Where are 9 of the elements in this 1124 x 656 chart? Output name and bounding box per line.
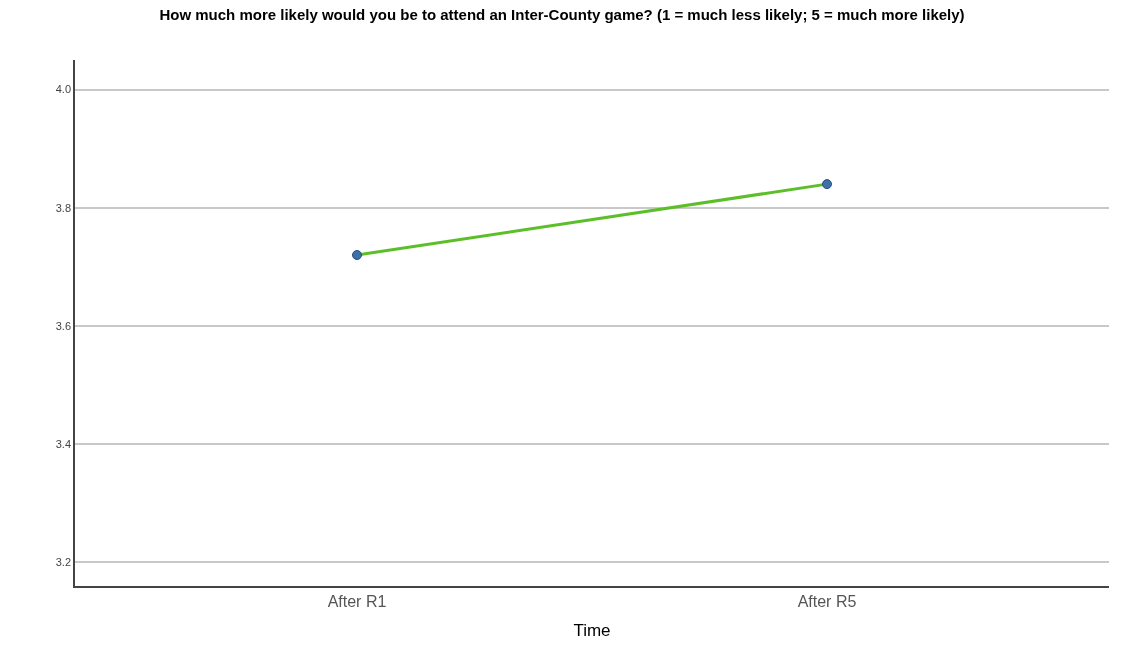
y-tick-label: 3.4 — [55, 438, 72, 451]
chart-title: How much more likely would you be to attend an Inter-County game? (1 = much less likely; 5 = much more likely) — [159, 6, 965, 24]
x-tick-label: After R5 — [797, 592, 857, 610]
y-tick-label: 4.0 — [55, 83, 72, 96]
y-tick-label: 3.6 — [55, 319, 72, 332]
y-tick-label: 3.2 — [55, 556, 72, 569]
y-tick-label: 3.8 — [55, 201, 72, 214]
x-axis-title: Time — [573, 620, 611, 640]
x-tick-label: After R1 — [327, 592, 387, 610]
